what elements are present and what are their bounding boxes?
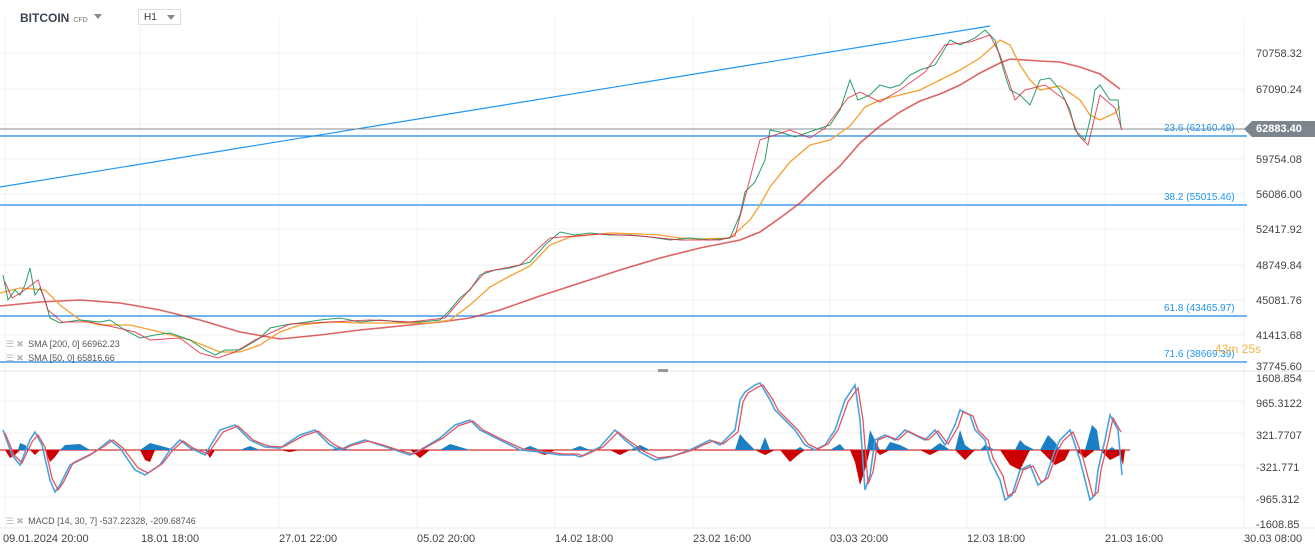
symbol-type: CFD	[73, 17, 88, 24]
settings-icon[interactable]: ☰	[6, 339, 15, 349]
settings-icon[interactable]: ☰	[6, 353, 15, 363]
settings-icon[interactable]: ☰	[6, 516, 15, 526]
macd-axis: 1608.854 965.3122 321.7707 -321.771 -965…	[1256, 373, 1302, 531]
symbol-selector[interactable]: BITCOIN CFD	[20, 11, 88, 25]
svg-text:41413.68: 41413.68	[1256, 330, 1302, 342]
svg-text:1608.854: 1608.854	[1256, 373, 1302, 385]
chevron-down-icon	[167, 15, 175, 20]
time-axis: 09.01.2024 20:00 18.01 18:00 27.01 22:00…	[3, 533, 1302, 545]
toolbar: BITCOIN CFD H1	[0, 0, 1315, 34]
svg-text:14.02 18:00: 14.02 18:00	[555, 533, 613, 545]
svg-text:965.3122: 965.3122	[1256, 398, 1302, 410]
fib-label: 61.8 (43465.97)	[1164, 303, 1235, 314]
symbol-name: BITCOIN	[20, 11, 70, 25]
pane-resize-handle[interactable]	[658, 369, 668, 372]
svg-text:321.7707: 321.7707	[1256, 430, 1302, 442]
svg-text:70758.32: 70758.32	[1256, 48, 1302, 60]
chevron-down-icon[interactable]	[94, 14, 102, 19]
svg-text:30.03 08:00: 30.03 08:00	[1244, 533, 1302, 545]
svg-text:05.02 20:00: 05.02 20:00	[417, 533, 475, 545]
macd-histogram	[5, 425, 1125, 485]
sma200-line	[0, 58, 1121, 340]
svg-text:03.03 20:00: 03.03 20:00	[830, 533, 888, 545]
svg-text:27.01 22:00: 27.01 22:00	[279, 533, 337, 545]
svg-text:37745.60: 37745.60	[1256, 361, 1302, 373]
fib-label: 23.6 (62160.49)	[1164, 123, 1235, 134]
sma50-label: SMA [50, 0] 65816.66	[28, 353, 115, 363]
macd-label: MACD [14, 30, 7] -537.22328, -209.68746	[28, 516, 196, 526]
timeframe-value: H1	[144, 12, 157, 23]
svg-text:59754.08: 59754.08	[1256, 154, 1302, 166]
macd-line	[2, 382, 1123, 502]
price-line-bear	[4, 34, 1123, 359]
sma50-line	[0, 39, 1121, 353]
price-line	[2, 29, 1122, 356]
fib-label: 38.2 (55015.46)	[1164, 192, 1235, 203]
vertical-grid	[4, 18, 1245, 528]
svg-text:-965.312: -965.312	[1256, 494, 1299, 506]
close-icon[interactable]: ✖	[16, 353, 24, 363]
legend-macd: ☰ ✖ MACD [14, 30, 7] -537.22328, -209.687…	[6, 516, 196, 527]
svg-text:48749.84: 48749.84	[1256, 260, 1302, 272]
horizontal-grid	[0, 52, 1244, 498]
svg-text:45081.76: 45081.76	[1256, 295, 1302, 307]
svg-text:-321.771: -321.771	[1256, 462, 1299, 474]
svg-text:67090.24: 67090.24	[1256, 84, 1302, 96]
svg-text:09.01.2024 20:00: 09.01.2024 20:00	[3, 533, 89, 545]
svg-text:56086.00: 56086.00	[1256, 189, 1302, 201]
fibonacci-levels[interactable]	[0, 135, 1247, 363]
timeframe-select[interactable]: H1	[138, 9, 181, 25]
close-icon[interactable]: ✖	[16, 339, 24, 349]
candle-countdown: 43m 25s	[1215, 342, 1262, 356]
svg-text:52417.92: 52417.92	[1256, 224, 1302, 236]
legend-sma50: ☰ ✖ SMA [50, 0] 65816.66	[6, 353, 115, 364]
svg-text:18.01 18:00: 18.01 18:00	[141, 533, 199, 545]
fib-label: 71.6 (38669.39)	[1164, 349, 1235, 360]
sma200-label: SMA [200, 0] 66962.23	[28, 339, 120, 349]
svg-text:21.03 16:00: 21.03 16:00	[1105, 533, 1163, 545]
svg-text:23.02 16:00: 23.02 16:00	[693, 533, 751, 545]
trendline[interactable]	[0, 25, 991, 188]
current-price-tag: 62883.40	[1244, 121, 1315, 137]
close-icon[interactable]: ✖	[16, 516, 24, 526]
macd-signal-line	[4, 384, 1122, 498]
svg-text:-1608.85: -1608.85	[1256, 519, 1299, 531]
svg-text:12.03 18:00: 12.03 18:00	[967, 533, 1025, 545]
price-axis: 70758.32 67090.24 59754.08 56086.00 5241…	[1256, 48, 1302, 373]
legend-sma200: ☰ ✖ SMA [200, 0] 66962.23	[6, 339, 120, 350]
